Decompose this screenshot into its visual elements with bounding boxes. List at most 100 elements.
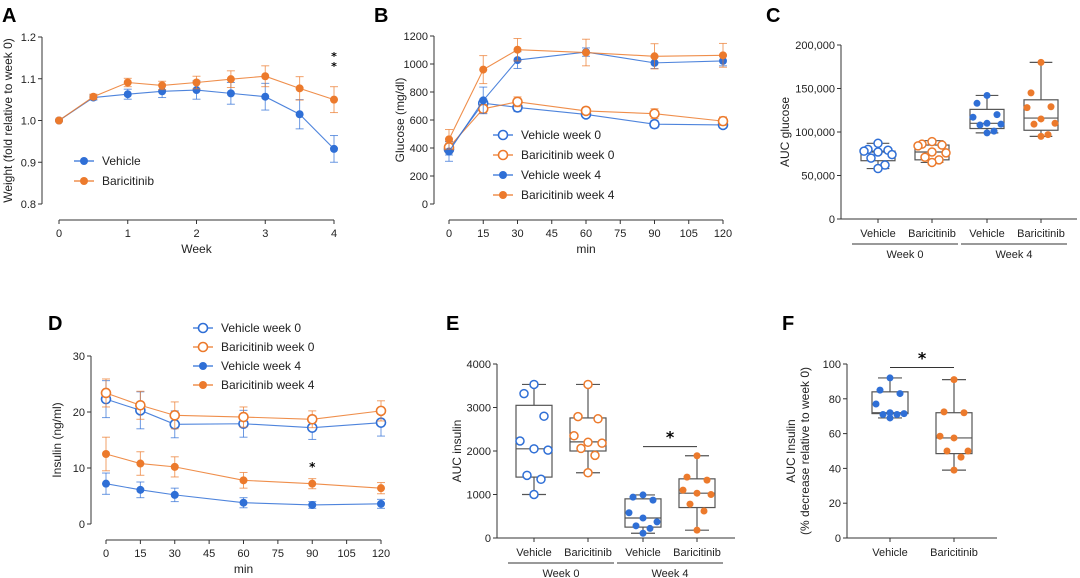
data-point — [583, 379, 593, 390]
series-baricitinib-week-4 — [445, 38, 727, 150]
x-tick-label: 120 — [714, 228, 732, 240]
data-point — [927, 136, 937, 147]
chart-F: 0 20 40 60 80 100 AUC Insulin (% decrease relat… — [784, 348, 997, 559]
legend-marker — [80, 157, 88, 165]
x-tick-label: 105 — [337, 548, 355, 560]
significance-star: * — [309, 460, 316, 474]
legend-label: Baricitinib week 4 — [221, 378, 315, 392]
box-baricitinib — [1023, 58, 1059, 140]
x-tick-label: Vehicle — [969, 228, 1004, 240]
box-iqr — [624, 498, 662, 528]
chart-D: 0 10 20 30 0 15 30 45 60 75 90 105 120 min Insulin (ng… — [50, 321, 390, 576]
x-tick-label: Vehicle — [516, 547, 551, 559]
y-tick-label: 0.9 — [21, 157, 36, 169]
y-tick-label: 200 — [410, 171, 428, 183]
significance-star: * — [918, 348, 927, 367]
series-vehicle — [55, 80, 338, 163]
series-vehicle-week-4 — [102, 472, 385, 509]
data-point — [927, 147, 937, 157]
box-baricitinib — [569, 379, 607, 478]
data-point — [295, 84, 304, 93]
series-line — [105, 392, 382, 420]
data-point — [983, 119, 991, 127]
x-tick-label: 30 — [169, 548, 181, 560]
y-tick-label: 30 — [73, 351, 85, 363]
data-point — [937, 140, 947, 150]
y-tick-label: 80 — [829, 394, 841, 406]
panel-letter-f: F — [782, 313, 794, 335]
data-point — [306, 413, 318, 425]
series-line — [105, 453, 382, 489]
series-line — [448, 51, 724, 152]
x-tick-label: 120 — [372, 548, 390, 560]
data-point — [583, 468, 593, 478]
data-point — [1037, 132, 1045, 140]
data-point — [969, 113, 977, 121]
legend-label: Vehicle week 4 — [521, 168, 601, 182]
box-baricitinib — [935, 376, 973, 474]
x-tick-label: 105 — [680, 228, 698, 240]
legend-label: Baricitinib week 0 — [221, 340, 315, 354]
data-point — [983, 91, 991, 99]
box-vehicle — [624, 491, 662, 537]
data-point — [950, 434, 958, 442]
x-tick-label: 15 — [134, 548, 146, 560]
data-point — [529, 379, 539, 390]
data-point — [308, 479, 317, 488]
x-tick-label: 75 — [614, 228, 626, 240]
legend-marker — [199, 381, 207, 389]
box-vehicle — [871, 374, 909, 422]
y-tick-label: 0 — [422, 199, 428, 211]
plot-layer: 0.8 0.9 1.0 1.1 1.2 0 1 2 3 4 Week Weight (fold rel… — [1, 31, 1077, 578]
x-tick-label: 15 — [477, 228, 489, 240]
data-point — [513, 45, 522, 54]
data-point — [515, 436, 525, 446]
legend-marker — [499, 171, 507, 179]
data-point — [646, 524, 654, 532]
y-tick-label: 1000 — [404, 59, 428, 71]
x-tick-label: Vehicle — [625, 547, 660, 559]
y-tick-label: 2000 — [467, 446, 491, 458]
y-axis-label: AUC glucose — [778, 97, 792, 167]
y-tick-label: 150,000 — [795, 84, 835, 96]
data-point — [649, 496, 657, 504]
data-point — [686, 500, 694, 508]
data-point — [703, 476, 711, 484]
x-tick-label: 0 — [446, 228, 452, 240]
data-point — [683, 473, 691, 481]
significance-star: * — [331, 50, 337, 63]
data-point — [239, 476, 248, 485]
y-tick-label: 0.8 — [21, 199, 36, 211]
x-tick-label: 30 — [511, 228, 523, 240]
data-point — [876, 386, 884, 394]
x-tick-label: Baricitinib — [673, 547, 721, 559]
data-point — [135, 399, 146, 411]
data-point — [886, 414, 894, 422]
data-point — [226, 75, 235, 84]
data-point — [569, 431, 579, 441]
y-tick-label: 100 — [823, 359, 841, 371]
data-point — [872, 400, 880, 408]
series-line — [448, 101, 724, 148]
y-tick-label: 1.2 — [21, 32, 36, 44]
data-point — [886, 409, 894, 417]
data-point — [1027, 89, 1035, 97]
y-tick-label: 600 — [410, 115, 428, 127]
data-point — [693, 489, 701, 497]
data-point — [920, 152, 930, 162]
series-line — [448, 102, 724, 150]
data-point — [89, 92, 98, 101]
data-point — [238, 411, 249, 423]
data-point — [873, 147, 883, 157]
data-point — [582, 48, 590, 57]
data-point — [330, 144, 338, 153]
y-tick-label: 1.1 — [21, 74, 36, 86]
y-axis-label: (% decrease relative to week 0) — [798, 367, 812, 535]
group-label: Week 0 — [542, 568, 579, 578]
y-tick-label: 0 — [835, 533, 841, 545]
data-point — [873, 163, 883, 174]
data-point — [123, 90, 132, 99]
legend-label: Baricitinib — [102, 174, 154, 188]
legend-marker — [497, 129, 509, 141]
data-point — [649, 118, 660, 130]
